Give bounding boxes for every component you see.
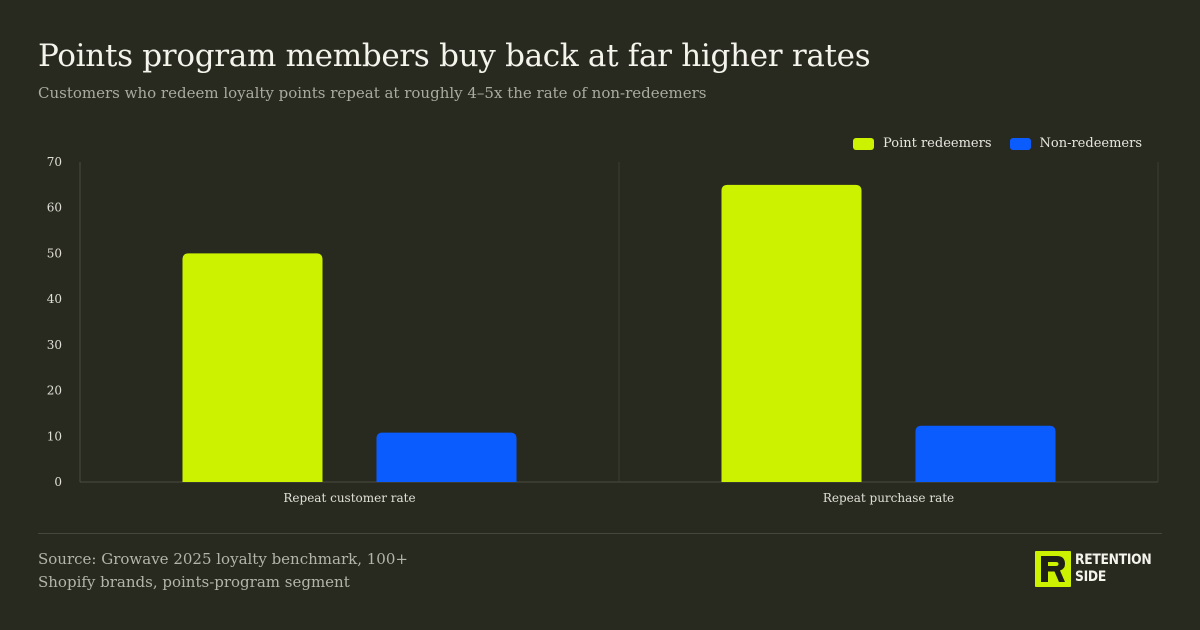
source-line-1: Source: Growave 2025 loyalty benchmark, … — [38, 550, 408, 568]
y-tick-label: 40 — [47, 292, 62, 306]
legend-swatch-point-redeemers — [853, 137, 875, 150]
y-tick-label: 10 — [47, 429, 62, 443]
chart-subtitle: Customers who redeem loyalty points repe… — [38, 84, 707, 102]
x-category-label: Repeat purchase rate — [823, 491, 954, 505]
legend: Point redeemers Non-redeemers — [853, 136, 1142, 151]
brand-logo: RETENTION SIDE — [1035, 551, 1162, 587]
y-tick-label: 30 — [47, 338, 62, 352]
chart-title: Points program members buy back at far h… — [38, 38, 871, 74]
legend-swatch-non-redeemers — [1009, 137, 1031, 150]
y-tick-label: 0 — [54, 475, 62, 489]
source-line-2: Shopify brands, points-program segment — [38, 573, 350, 591]
retention-side-logo-icon — [1035, 551, 1072, 587]
legend-label-point-redeemers: Point redeemers — [883, 136, 992, 151]
bar — [721, 184, 862, 482]
bar — [915, 425, 1056, 482]
legend-item-point-redeemers: Point redeemers — [853, 136, 992, 151]
y-tick-label: 50 — [47, 246, 62, 260]
brand-name-line-1: RETENTION — [1075, 552, 1152, 568]
y-tick-label: 70 — [47, 155, 62, 169]
bar — [182, 253, 323, 482]
legend-item-non-redeemers: Non-redeemers — [1009, 136, 1143, 151]
brand-name-line-2: SIDE — [1075, 569, 1107, 585]
brand-name: RETENTION SIDE — [1075, 552, 1152, 586]
bar — [376, 432, 517, 482]
x-category-label: Repeat customer rate — [283, 491, 415, 505]
source-note: Source: Growave 2025 loyalty benchmark, … — [38, 548, 418, 594]
legend-label-non-redeemers: Non-redeemers — [1039, 136, 1143, 151]
bar-chart: 0 10 20 30 40 50 60 70 Repeat customer rate Repea… — [47, 155, 1159, 505]
y-tick-label: 60 — [47, 201, 62, 215]
footer-divider — [38, 533, 1162, 534]
y-tick-label: 20 — [47, 384, 62, 398]
